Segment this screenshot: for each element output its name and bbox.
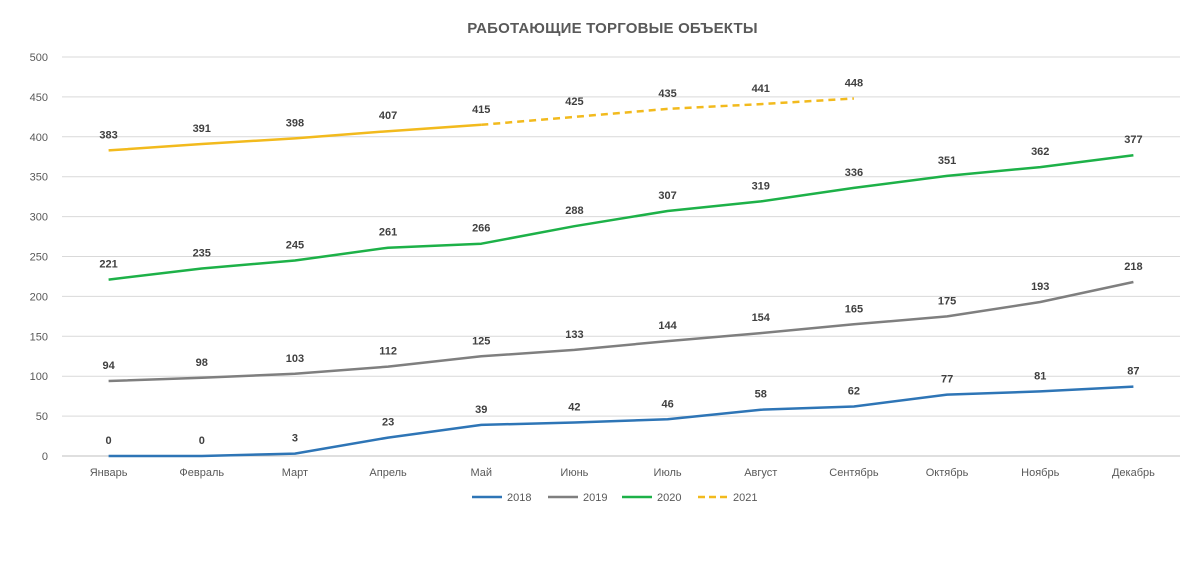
- x-tick-label: Апрель: [369, 467, 407, 479]
- data-label: 407: [379, 110, 397, 122]
- y-tick-label: 400: [30, 132, 48, 144]
- x-tick-label: Июль: [654, 467, 682, 479]
- y-tick-label: 250: [30, 252, 48, 264]
- x-axis-ticks: Январь Февраль Март Апрель Май Июнь Июль Август…: [90, 467, 1155, 479]
- series-line-2018: [108, 385, 1134, 458]
- data-label: 362: [1031, 146, 1049, 158]
- legend-label: 2019: [583, 492, 607, 504]
- y-tick-label: 450: [30, 92, 48, 104]
- data-label: 398: [286, 117, 304, 129]
- data-label: 415: [472, 104, 490, 116]
- data-label: 0: [106, 435, 112, 447]
- data-label: 245: [286, 239, 304, 251]
- data-label: 235: [193, 247, 211, 259]
- y-axis-ticks: 0 50 100 150 200 250 300 350 400 450 500: [30, 52, 48, 463]
- data-label: 425: [565, 96, 583, 108]
- data-label: 0: [199, 435, 205, 447]
- data-label: 144: [658, 320, 677, 332]
- data-label: 125: [472, 335, 490, 347]
- x-tick-label: Март: [282, 467, 308, 479]
- series-lines: [108, 97, 1134, 458]
- chart-title: РАБОТАЮЩИЕ ТОРГОВЫЕ ОБЪЕКТЫ: [467, 20, 758, 37]
- y-tick-label: 200: [30, 291, 48, 303]
- x-tick-label: Май: [470, 467, 492, 479]
- data-label: 154: [752, 312, 771, 324]
- data-label: 62: [848, 386, 860, 398]
- data-label: 435: [658, 88, 676, 100]
- x-tick-label: Февраль: [179, 467, 224, 479]
- series-line-2021-forecast: [481, 97, 854, 127]
- data-label: 377: [1124, 134, 1142, 146]
- data-label: 351: [938, 155, 956, 167]
- data-label: 3: [292, 433, 298, 445]
- data-label: 77: [941, 374, 953, 386]
- x-tick-label: Октябрь: [926, 467, 969, 479]
- y-tick-label: 500: [30, 52, 48, 64]
- series-line-2021: [108, 123, 482, 152]
- x-tick-label: Январь: [90, 467, 128, 479]
- data-label: 307: [658, 190, 676, 202]
- legend-label: 2020: [657, 492, 681, 504]
- gridlines: [62, 56, 1180, 457]
- data-label: 42: [568, 401, 580, 413]
- data-label: 58: [755, 389, 767, 401]
- data-label: 441: [752, 83, 770, 95]
- data-label: 46: [661, 398, 673, 410]
- data-label: 94: [102, 360, 115, 372]
- data-label: 98: [196, 357, 208, 369]
- data-label: 266: [472, 223, 490, 235]
- data-label: 23: [382, 417, 394, 429]
- y-tick-label: 50: [36, 411, 48, 423]
- data-label: 133: [565, 329, 583, 341]
- data-label: 288: [565, 205, 583, 217]
- y-tick-label: 350: [30, 172, 48, 184]
- legend-label: 2021: [733, 492, 757, 504]
- x-tick-label: Декабрь: [1112, 467, 1155, 479]
- data-label: 391: [193, 123, 211, 135]
- x-tick-label: Июнь: [560, 467, 588, 479]
- data-label: 218: [1124, 261, 1142, 273]
- data-label: 319: [752, 180, 770, 192]
- data-label: 81: [1034, 370, 1046, 382]
- y-tick-label: 100: [30, 371, 48, 383]
- data-label: 383: [99, 129, 117, 141]
- data-label: 336: [845, 167, 863, 179]
- x-tick-label: Сентябрь: [829, 467, 879, 479]
- legend-label: 2018: [507, 492, 531, 504]
- y-tick-label: 150: [30, 331, 48, 343]
- legend: 2018 2019 2020 2021: [472, 492, 757, 504]
- x-tick-label: Август: [744, 467, 777, 479]
- data-label: 39: [475, 404, 487, 416]
- y-tick-label: 0: [42, 451, 48, 463]
- data-label: 261: [379, 227, 397, 239]
- data-label: 175: [938, 295, 956, 307]
- data-labels: 0 0 3 23 39 42 46 58 62 77 81 87 94 98 103 112 125 133 144…: [99, 77, 1142, 447]
- data-label: 193: [1031, 281, 1049, 293]
- data-label: 87: [1127, 366, 1139, 378]
- data-label: 221: [99, 259, 117, 271]
- series-line-2020: [108, 153, 1134, 281]
- series-line-2019: [108, 280, 1134, 383]
- x-tick-label: Ноябрь: [1021, 467, 1059, 479]
- data-label: 165: [845, 303, 863, 315]
- data-label: 103: [286, 353, 304, 365]
- y-tick-label: 300: [30, 212, 48, 224]
- data-label: 448: [845, 77, 863, 89]
- data-label: 112: [379, 346, 397, 358]
